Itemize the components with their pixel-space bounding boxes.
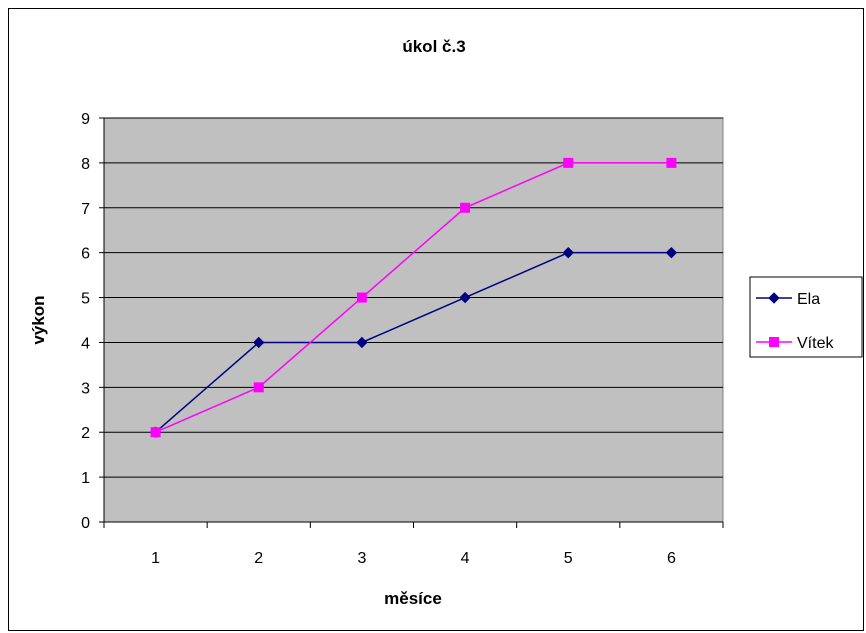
legend-label: Vítek — [797, 335, 834, 352]
legend-item-vítek: Vítek — [756, 335, 834, 352]
legend-marker — [768, 292, 780, 304]
data-point — [356, 292, 367, 303]
x-axis-label: měsíce — [384, 589, 442, 608]
y-tick-label: 6 — [81, 246, 90, 263]
data-point — [356, 336, 368, 349]
y-tick-label: 1 — [81, 470, 90, 487]
legend: Ela Vítek — [749, 276, 863, 358]
x-tick-label: 1 — [151, 550, 160, 567]
data-point — [562, 246, 574, 259]
data-point — [563, 157, 574, 168]
y-tick-label: 4 — [81, 335, 90, 352]
data-point — [666, 157, 677, 168]
data-point — [459, 291, 471, 304]
x-tick-label: 4 — [461, 550, 470, 567]
y-tick-label: 9 — [81, 111, 90, 128]
y-tick-label: 8 — [81, 156, 90, 173]
series-line — [155, 251, 672, 433]
y-axis-ticks: 0 1 2 3 4 5 6 7 8 9 — [81, 111, 104, 532]
series-line — [155, 162, 672, 433]
data-point — [150, 427, 161, 438]
series-vítek — [150, 157, 677, 438]
x-tick-label: 2 — [254, 550, 263, 567]
x-tick-label: 5 — [564, 550, 573, 567]
x-tick-label: 6 — [667, 550, 676, 567]
y-tick-label: 7 — [81, 201, 90, 218]
legend-marker — [769, 337, 779, 347]
y-tick-label: 2 — [81, 425, 90, 442]
x-axis-ticks: 1 2 3 4 5 6 — [103, 522, 724, 567]
y-tick-label: 3 — [81, 380, 90, 397]
data-point — [253, 336, 265, 349]
legend-label: Ela — [797, 291, 820, 308]
data-point — [665, 246, 678, 259]
y-axis-label: výkon — [29, 295, 48, 344]
data-point — [253, 382, 264, 393]
x-tick-label: 3 — [357, 550, 366, 567]
y-tick-label: 5 — [81, 291, 90, 308]
y-tick-label: 0 — [81, 515, 90, 532]
series-layer — [149, 157, 678, 438]
legend-item-ela: Ela — [756, 291, 820, 308]
chart-title: úkol č.3 — [402, 37, 465, 56]
data-point — [460, 202, 471, 213]
legend-box — [749, 276, 863, 358]
